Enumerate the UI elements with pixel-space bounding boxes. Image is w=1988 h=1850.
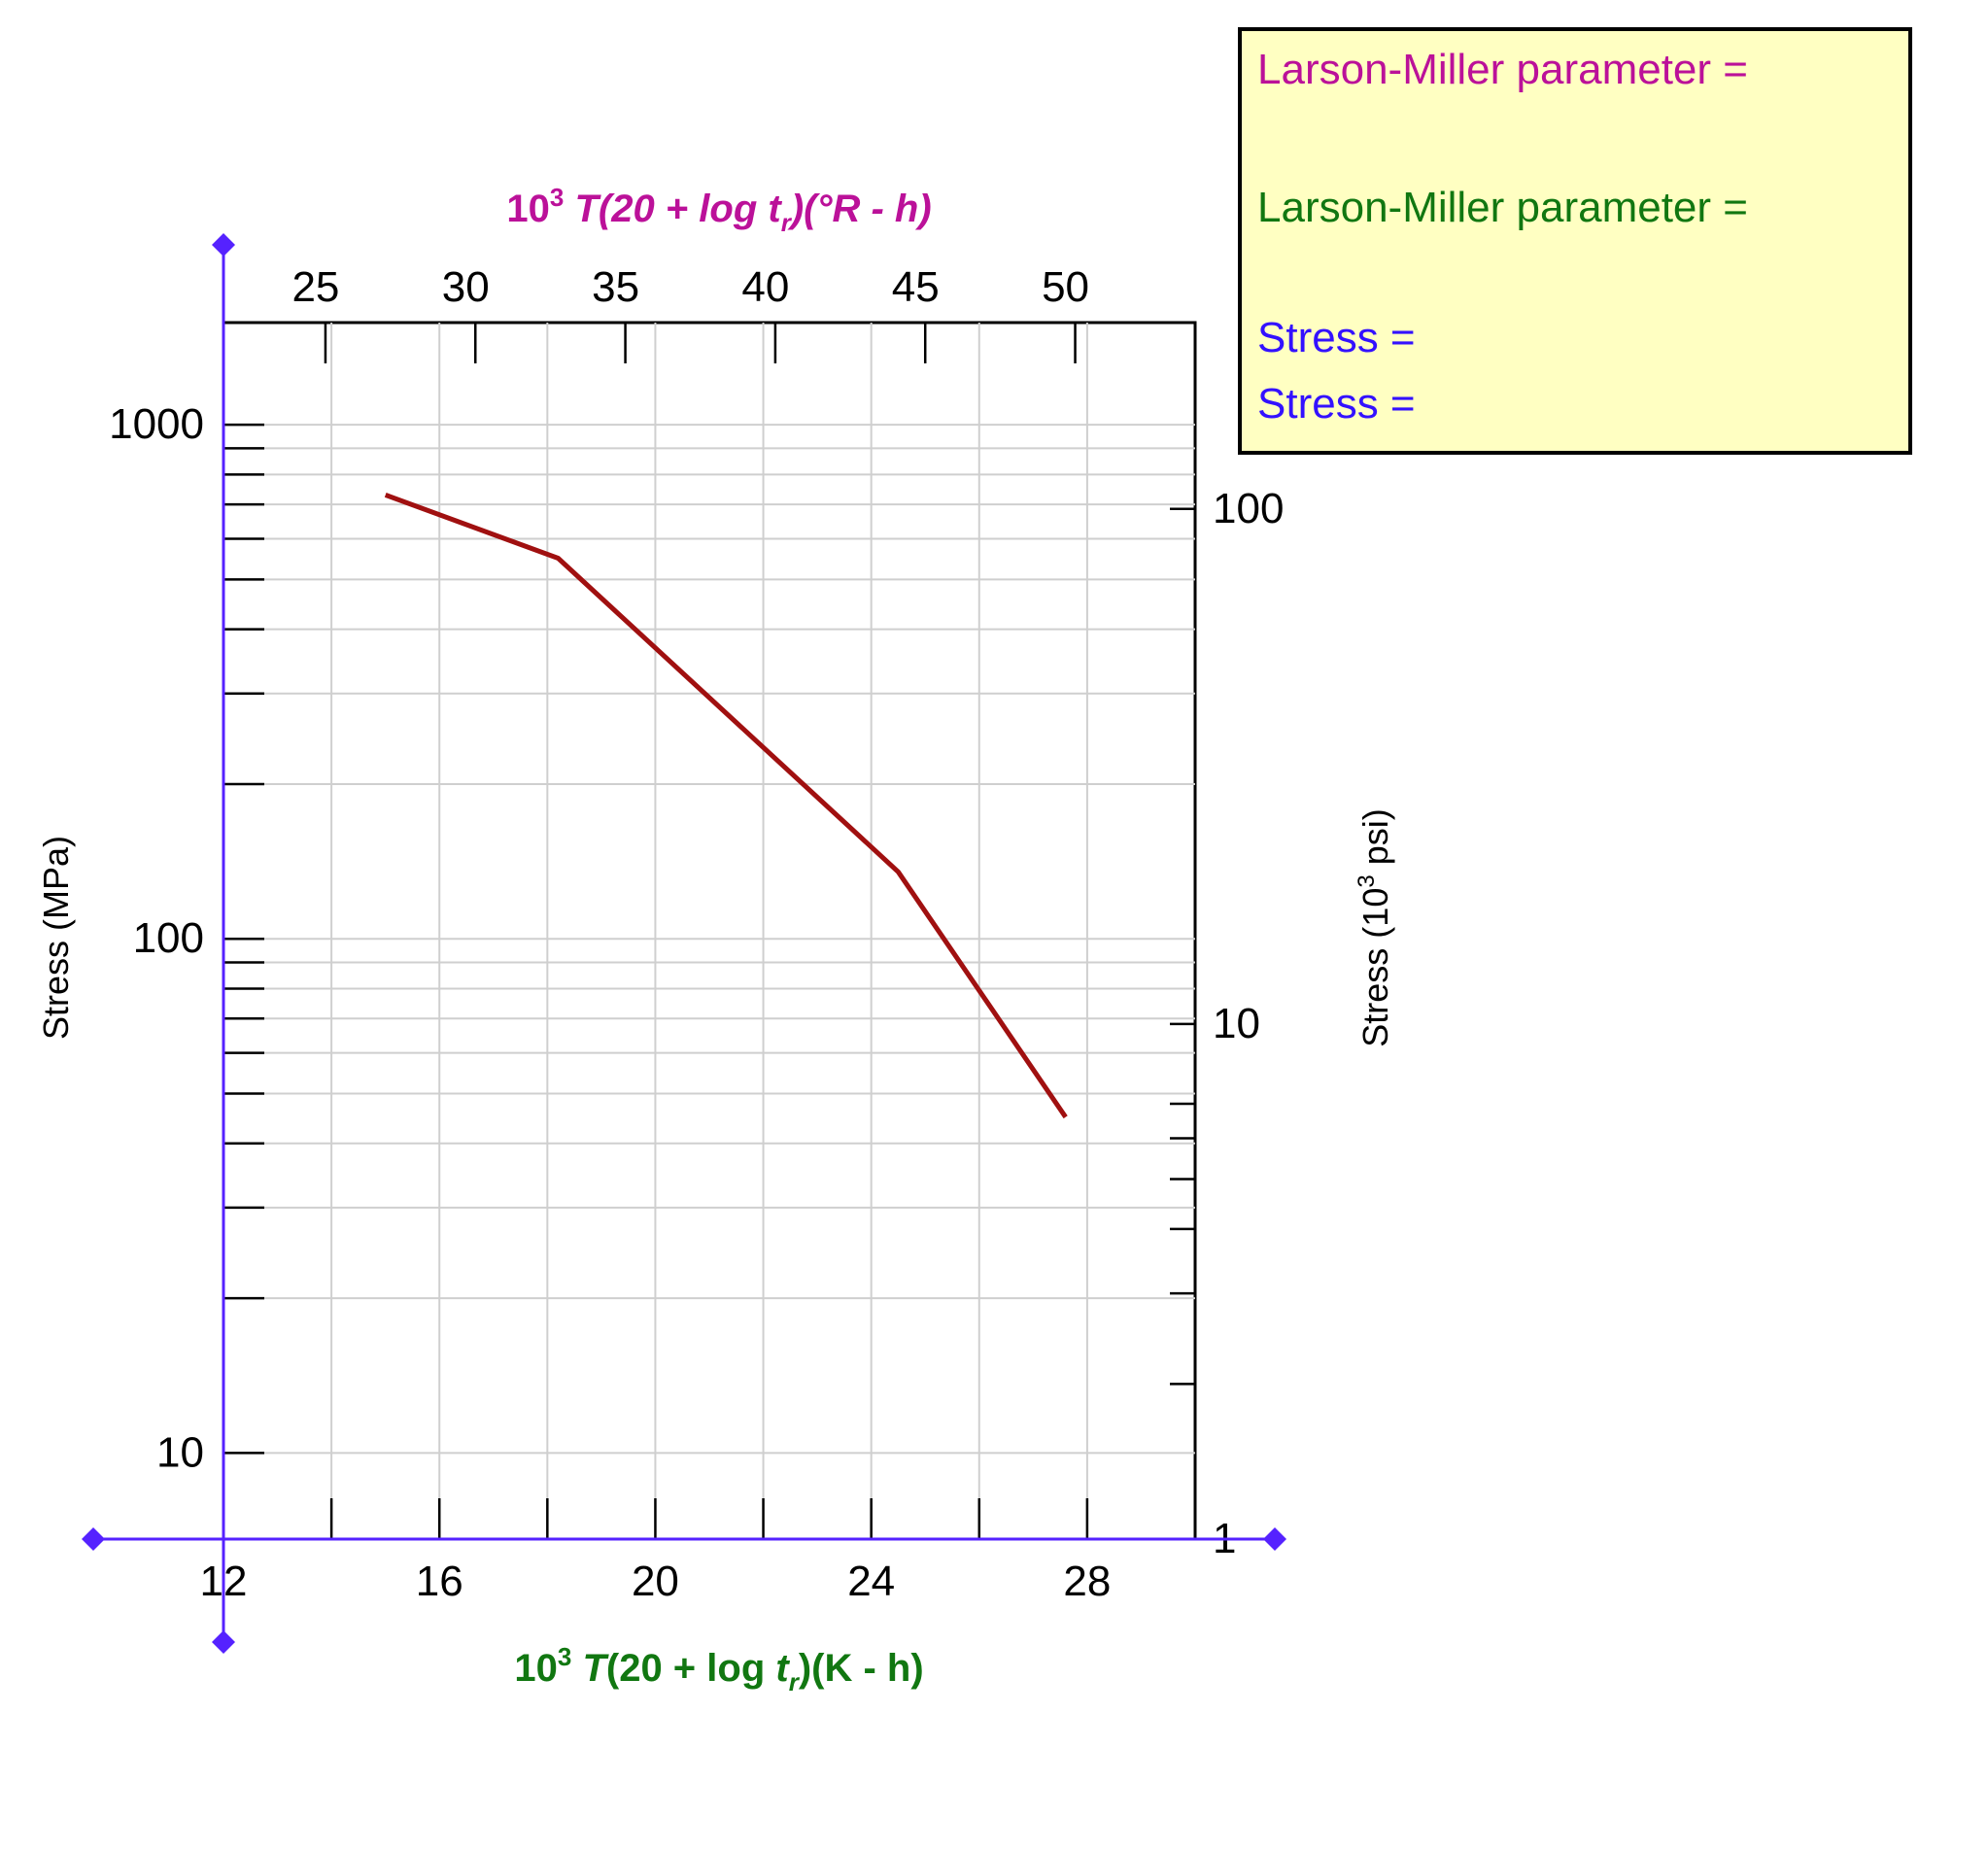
top-axis-tick-label: 45: [892, 263, 940, 311]
bottom-axis-tick-label: 20: [632, 1558, 679, 1605]
right-axis-tick-label: 100: [1213, 485, 1284, 532]
bottom-axis-tick-label: 24: [847, 1558, 895, 1605]
stress-ksi-readout: Stress =: [1257, 380, 1416, 428]
lmp-rankine-readout: Larson-Miller parameter =: [1257, 46, 1748, 93]
left-axis-tick-label: 1000: [109, 400, 204, 448]
stress-mpa-readout: Stress =: [1257, 314, 1416, 361]
top-axis-tick-label: 40: [741, 263, 789, 311]
series-layer: [384, 493, 1068, 1119]
top-axis-tick-label: 30: [442, 263, 490, 311]
cursor-handle-top[interactable]: [212, 233, 235, 257]
top-axis-tick-label: 25: [291, 263, 339, 311]
top-axis-title: 103 T(20 + log tr)(°R - h): [506, 183, 931, 237]
readout-panel: Larson-Miller parameter = Larson-Miller …: [1238, 27, 1912, 455]
cursor-handle-bottom[interactable]: [212, 1630, 235, 1654]
lmp-kelvin-readout: Larson-Miller parameter =: [1257, 184, 1748, 231]
cursor-crosshair[interactable]: [82, 233, 1286, 1654]
bottom-axis-tick-label: 16: [416, 1558, 463, 1605]
bottom-axis-title: 103 T(20 + log tr)(K - h): [514, 1642, 923, 1696]
bottom-axis-tick-label: 28: [1063, 1558, 1111, 1605]
left-axis-tick-label: 10: [156, 1428, 204, 1476]
right-axis-tick-label: 10: [1213, 1000, 1260, 1047]
grid: [223, 323, 1195, 1539]
data-series-line: [384, 493, 1068, 1119]
plot-area: [222, 321, 1197, 1541]
cursor-handle-right[interactable]: [1263, 1527, 1286, 1551]
left-axis-tick-label: 100: [133, 914, 204, 962]
top-axis-tick-label: 50: [1042, 263, 1089, 311]
cursor-handle-left[interactable]: [82, 1527, 105, 1551]
right-axis-title: Stress (103 psi): [1354, 808, 1395, 1046]
readout-box: [1238, 27, 1912, 455]
top-axis-tick-label: 35: [592, 263, 639, 311]
left-axis-title: Stress (MPa): [36, 836, 76, 1040]
